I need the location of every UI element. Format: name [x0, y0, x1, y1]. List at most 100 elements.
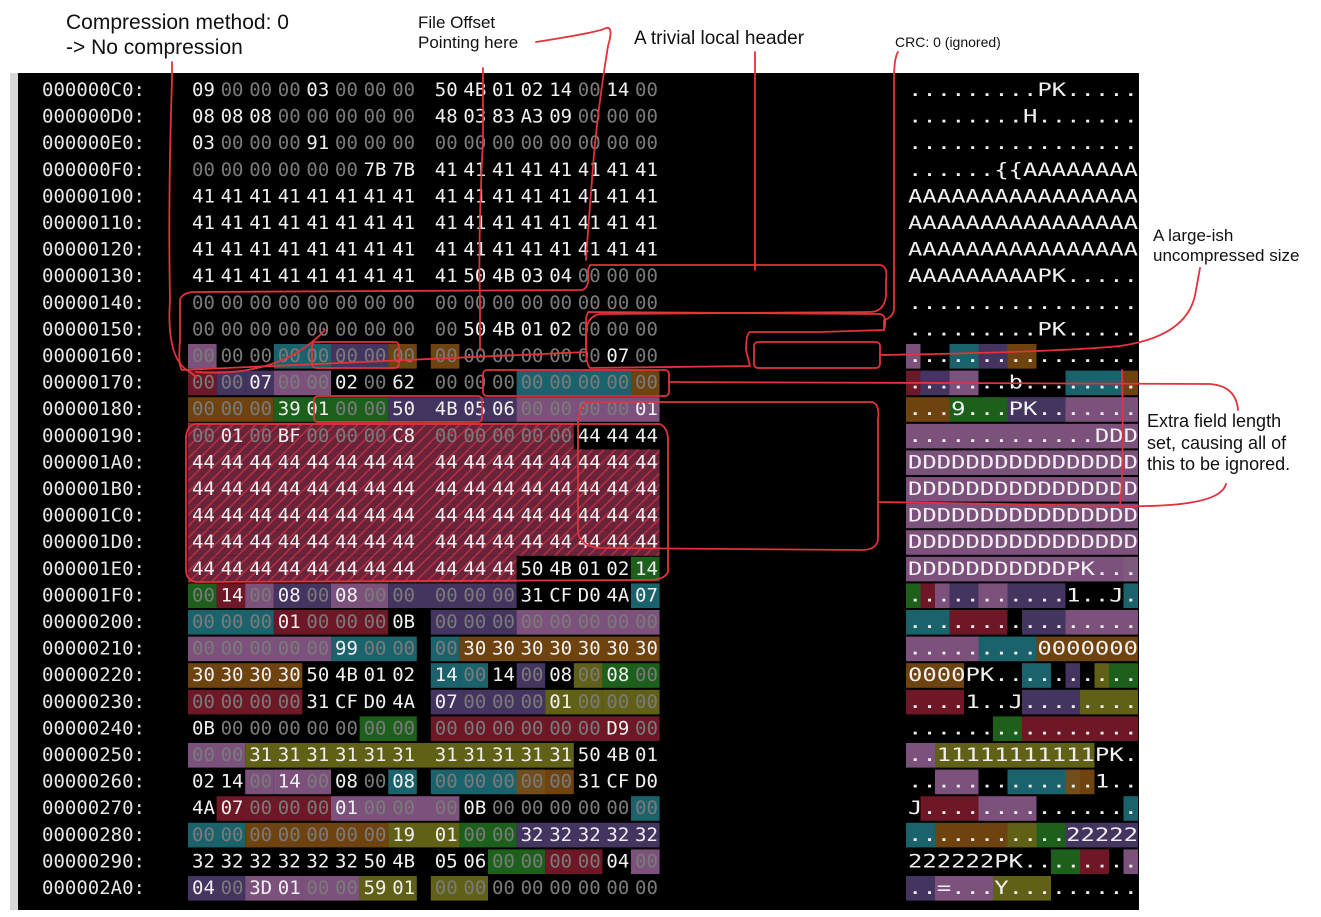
byte-highlight	[430, 636, 460, 662]
ascii-highlight	[920, 796, 979, 821]
row-offset: 00000150:	[42, 318, 145, 340]
row-ascii: ...........1..J.	[908, 584, 1138, 606]
ascii-highlight	[1022, 716, 1138, 741]
ascii-highlight	[1007, 822, 1037, 848]
row-offset: 00000250:	[42, 744, 145, 766]
byte-highlight	[188, 876, 246, 901]
row-ascii: .............1..	[908, 771, 1138, 793]
row-bytes: 41 41 41 41 41 41 41 41 41 41 41 41 41 41 41 41	[192, 185, 658, 207]
row-bytes: 30 30 30 30 50 4B 01 02 14 00 14 00 08 00 08 00	[192, 664, 658, 686]
ascii-highlight	[906, 876, 935, 901]
byte-highlight	[430, 610, 517, 635]
row-ascii: ......{{AAAAAAAA	[908, 159, 1139, 181]
ascii-highlight	[964, 876, 993, 901]
byte-highlight	[188, 397, 274, 422]
byte-highlight	[430, 716, 660, 741]
ascii-highlight	[1022, 636, 1037, 662]
row-ascii: ...........22222	[908, 824, 1138, 846]
ascii-highlight	[906, 610, 950, 635]
row-bytes: 0B 00 00 00 00 00 00 00 00 00 00 00 00 00 D9 00	[192, 717, 658, 739]
byte-highlight	[188, 689, 303, 715]
row-bytes: 03 00 00 00 91 00 00 00 00 00 00 00 00 00 00 00	[192, 132, 658, 154]
row-offset: 00000270:	[42, 797, 145, 819]
row-offset: 00000220:	[42, 664, 145, 686]
byte-highlight	[430, 876, 488, 901]
row-offset: 00000230:	[42, 691, 145, 713]
ascii-highlight	[1080, 849, 1109, 874]
ascii-highlight	[906, 822, 935, 848]
row-offset: 00000280:	[42, 824, 145, 846]
compression-method-label: Compression method: 0 -> No compression	[66, 10, 289, 60]
row-ascii: AAAAAAAAAPK.....	[908, 265, 1138, 287]
ascii-highlight	[949, 610, 1008, 635]
row-offset: 000001C0:	[42, 505, 145, 527]
row-ascii: .......b........	[908, 372, 1138, 394]
row-ascii: ................	[908, 292, 1138, 314]
row-bytes: 41 41 41 41 41 41 41 41 41 50 4B 03 04 00 00 00	[192, 265, 658, 287]
byte-highlight	[430, 663, 460, 688]
row-ascii: .........PK.....	[908, 318, 1138, 340]
row-ascii: DDDDDDDDDDDDDDDD	[908, 451, 1138, 473]
ascii-highlight	[993, 716, 1022, 741]
row-ascii: ..=...Y.........	[908, 877, 1138, 899]
ascii-highlight	[906, 663, 964, 688]
row-ascii: AAAAAAAAAAAAAAAA	[908, 212, 1139, 234]
byte-highlight	[331, 583, 389, 608]
row-ascii: DDDDDDDDDDDDDDDD	[908, 531, 1138, 553]
extra-field-line-2: set, causing all of	[1147, 432, 1287, 453]
row-bytes: 00 00 31 31 31 31 31 31 31 31 31 31 31 50 4B 01	[192, 744, 658, 766]
ascii-highlight	[1007, 769, 1022, 795]
uncompressed-size-line-2: uncompressed size	[1153, 246, 1300, 266]
row-ascii: AAAAAAAAAAAAAAAA	[908, 185, 1139, 207]
row-bytes: 09 00 00 00 03 00 00 00 50 4B 01 02 14 00 14 00	[192, 79, 658, 101]
byte-highlight	[273, 370, 331, 396]
byte-highlight	[516, 610, 660, 635]
byte-highlight	[430, 689, 546, 715]
row-bytes: 00 00 00 00 00 99 00 00 00 30 30 30 30 30 30 30	[192, 638, 658, 660]
row-ascii: ................	[908, 717, 1138, 739]
ascii-highlight	[1109, 689, 1138, 715]
crc-text: CRC: 0 (ignored)	[895, 34, 1001, 50]
row-bytes: 00 00 00 01 00 00 00 0B 00 00 00 00 00 00 00 00	[192, 611, 658, 633]
byte-highlight	[245, 743, 574, 768]
ascii-highlight	[1036, 663, 1051, 688]
compression-method-line-1: Compression method: 0	[66, 11, 289, 34]
row-offset: 000001D0:	[42, 531, 145, 553]
compression-method-line-2: -> No compression	[66, 36, 243, 60]
row-offset: 000001A0:	[42, 451, 145, 473]
ascii-highlight	[1065, 663, 1080, 688]
row-ascii: 222222PK........	[908, 850, 1138, 872]
row-offset: 000002A0:	[42, 877, 145, 899]
row-ascii: DDDDDDDDDDDDDDDD	[908, 478, 1138, 500]
ascii-highlight	[1065, 822, 1138, 848]
byte-highlight	[573, 663, 603, 688]
ascii-highlight	[906, 743, 935, 768]
row-ascii: ...9...PK.......	[908, 398, 1138, 420]
byte-highlight	[516, 769, 574, 795]
row-ascii: ................	[908, 345, 1138, 367]
row-bytes: 04 00 3D 01 00 00 59 01 00 00 00 00 00 00 00 00	[192, 877, 658, 899]
byte-highlight	[459, 636, 660, 662]
row-offset: 00000170:	[42, 372, 145, 394]
ascii-highlight	[906, 530, 1138, 555]
ascii-highlight	[1065, 610, 1138, 635]
row-bytes: 41 41 41 41 41 41 41 41 41 41 41 41 41 41 41 41	[192, 212, 658, 234]
row-ascii: ................	[908, 611, 1138, 633]
byte-highlight	[216, 370, 246, 396]
ascii-highlight	[935, 743, 1095, 768]
row-offset: 000001E0:	[42, 558, 145, 580]
local-header-label: A trivial local header	[634, 28, 804, 51]
ascii-highlight	[1036, 822, 1066, 848]
row-ascii: ....1..J........	[908, 691, 1138, 713]
byte-highlight	[188, 610, 274, 635]
row-bytes: 00 00 00 00 00 00 00 00 00 50 4B 01 02 00 00 00	[192, 318, 658, 340]
row-offset: 00000110:	[42, 212, 145, 234]
ascii-highlight	[935, 583, 950, 608]
row-offset: 000001B0:	[42, 478, 145, 500]
file-offset-label: File Offset Pointing here	[418, 13, 518, 54]
byte-highlight	[331, 636, 417, 662]
row-offset: 000000E0:	[42, 132, 145, 154]
row-ascii: ........H.......	[908, 106, 1138, 128]
row-ascii: 0000PK..........	[908, 664, 1138, 686]
byte-highlight	[216, 796, 331, 821]
